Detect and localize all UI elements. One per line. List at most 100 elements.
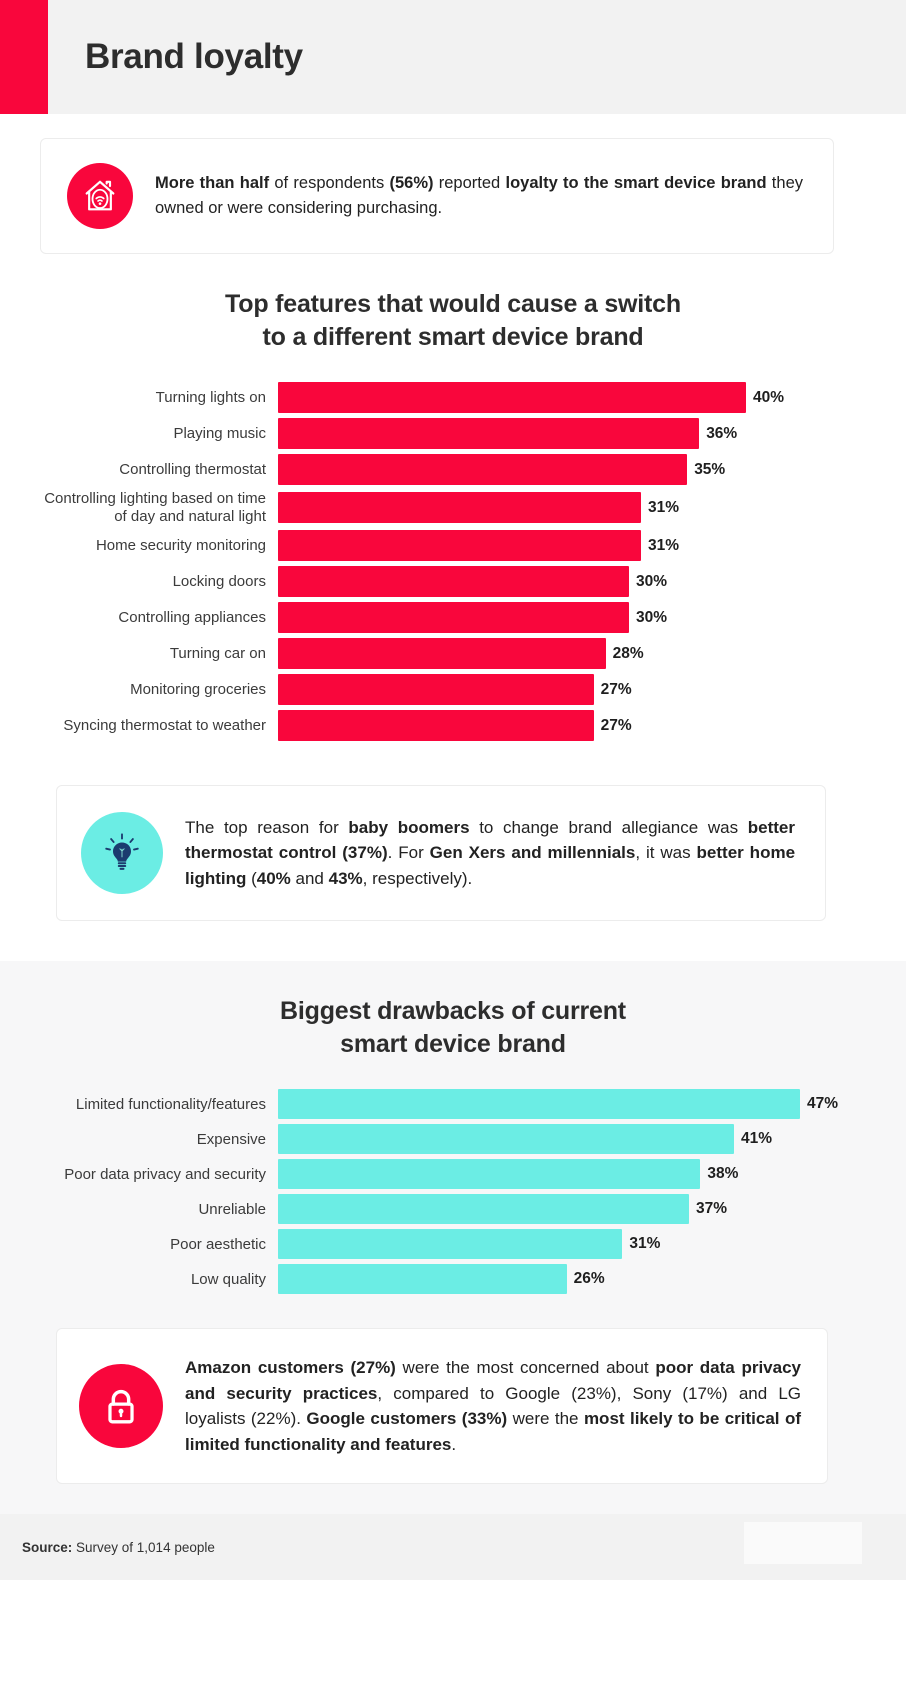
bar-value: 31% xyxy=(629,1235,661,1253)
bar-label: Syncing thermostat to weather xyxy=(63,717,266,735)
padlock-icon xyxy=(79,1364,163,1449)
smart-home-wifi-icon xyxy=(67,163,133,229)
bar-value: 30% xyxy=(636,572,668,590)
bar-fill xyxy=(278,1159,701,1190)
table-row: Turning lights on 40% xyxy=(28,382,878,413)
callout-text-brand-loyalty: More than half of respondents (56%) repo… xyxy=(155,174,803,217)
bar-label: Playing music xyxy=(173,424,266,442)
footer-logo-slot xyxy=(744,1522,862,1565)
bar-track: 30% xyxy=(278,566,878,598)
bar-value: 41% xyxy=(741,1130,773,1148)
bar-fill xyxy=(278,1229,623,1260)
bar-label: Controlling lighting based on time of da… xyxy=(44,490,266,525)
bar-track: 35% xyxy=(278,454,878,485)
table-row: Turning car on 28% xyxy=(28,638,878,670)
callout-text-brand-privacy: Amazon customers (27%) were the most con… xyxy=(185,1358,802,1454)
table-row: Low quality 26% xyxy=(28,1264,878,1295)
bar-track: 37% xyxy=(278,1194,878,1225)
table-row: Monitoring groceries 27% xyxy=(28,674,878,706)
bar-value: 28% xyxy=(612,644,644,662)
chart-title-biggest-drawbacks: Biggest drawbacks of current smart devic… xyxy=(0,995,906,1061)
table-row: Playing music 36% xyxy=(28,418,878,449)
bar-value: 37% xyxy=(696,1200,728,1218)
bar-value: 30% xyxy=(636,608,668,626)
bar-label: Unreliable xyxy=(198,1200,266,1218)
table-row: Poor aesthetic 31% xyxy=(28,1229,878,1260)
drawbacks-section: Biggest drawbacks of current smart devic… xyxy=(0,961,906,1515)
bar-fill xyxy=(278,454,688,485)
source-note: Source: Survey of 1,014 people xyxy=(22,1540,215,1555)
page-footer: Source: Survey of 1,014 people xyxy=(0,1514,906,1581)
bar-value: 47% xyxy=(807,1095,839,1113)
table-row: Limited functionality/features 47% xyxy=(28,1089,878,1120)
bar-label: Poor data privacy and security xyxy=(64,1165,266,1183)
bar-label: Monitoring groceries xyxy=(130,681,266,699)
bar-track: 40% xyxy=(278,382,878,413)
bar-label: Poor aesthetic xyxy=(170,1235,266,1253)
chart-title-line-1: Top features that would cause a switch xyxy=(225,290,681,318)
source-label: Source: xyxy=(22,1539,73,1555)
table-row: Syncing thermostat to weather 27% xyxy=(28,710,878,742)
bar-track: 47% xyxy=(278,1089,878,1120)
bar-track: 26% xyxy=(278,1264,878,1295)
bar-label: Locking doors xyxy=(172,573,266,591)
lightbulb-icon xyxy=(81,812,163,895)
bar-label: Turning lights on xyxy=(155,388,266,406)
bar-value: 26% xyxy=(573,1270,605,1288)
bar-track: 31% xyxy=(278,1229,878,1260)
bar-track: 27% xyxy=(278,710,878,742)
bar-fill xyxy=(278,710,594,742)
bar-fill xyxy=(278,602,629,634)
callout-text-generation-reasons: The top reason for baby boomers to chang… xyxy=(185,817,796,889)
header-accent-bar xyxy=(0,0,48,114)
table-row: Home security monitoring 31% xyxy=(28,530,878,562)
bar-value: 27% xyxy=(600,716,632,734)
bar-track: 28% xyxy=(278,638,878,670)
bar-fill xyxy=(278,418,700,449)
bar-label: Home security monitoring xyxy=(95,537,266,555)
bar-fill xyxy=(278,1124,734,1155)
bar-value: 40% xyxy=(753,388,785,406)
bar-label: Controlling appliances xyxy=(118,609,266,627)
bar-track: 31% xyxy=(278,492,878,524)
chart-title-line-2: to a different smart device brand xyxy=(262,323,644,351)
bar-fill xyxy=(278,1264,567,1295)
table-row: Locking doors 30% xyxy=(28,566,878,598)
table-row: Poor data privacy and security 38% xyxy=(28,1159,878,1190)
bar-fill xyxy=(278,566,629,598)
chart-title-top-features: Top features that would cause a switch t… xyxy=(0,288,906,354)
bars-biggest-drawbacks: Limited functionality/features 47% Expen… xyxy=(0,1089,906,1295)
bars-top-features: Turning lights on 40% Playing music 36% … xyxy=(0,382,906,742)
bar-value: 35% xyxy=(694,460,726,478)
bar-fill xyxy=(278,530,641,562)
bar-track: 36% xyxy=(278,418,878,449)
bar-value: 38% xyxy=(707,1165,739,1183)
bar-fill xyxy=(278,492,641,524)
bar-fill xyxy=(278,382,746,413)
bar-label: Limited functionality/features xyxy=(75,1095,266,1113)
bar-fill xyxy=(278,1089,800,1120)
bar-fill xyxy=(278,1194,689,1225)
bar-track: 31% xyxy=(278,530,878,562)
table-row: Controlling appliances 30% xyxy=(28,602,878,634)
bar-label: Controlling thermostat xyxy=(119,460,266,478)
bar-value: 27% xyxy=(600,680,632,698)
bar-value: 36% xyxy=(706,424,738,442)
bar-track: 38% xyxy=(278,1159,878,1190)
callout-brand-loyalty: More than half of respondents (56%) repo… xyxy=(40,138,834,254)
bar-track: 27% xyxy=(278,674,878,706)
callout-brand-privacy: Amazon customers (27%) were the most con… xyxy=(56,1328,828,1485)
page-header: Brand loyalty xyxy=(0,0,906,114)
table-row: Unreliable 37% xyxy=(28,1194,878,1225)
table-row: Expensive 41% xyxy=(28,1124,878,1155)
bar-fill xyxy=(278,638,606,670)
chart-title-line-1: Biggest drawbacks of current xyxy=(280,997,626,1026)
table-row: Controlling thermostat 35% xyxy=(28,454,878,485)
bar-value: 31% xyxy=(648,498,680,516)
bar-label: Turning car on xyxy=(169,645,266,663)
page-title: Brand loyalty xyxy=(85,37,303,76)
callout-generation-reasons: The top reason for baby boomers to chang… xyxy=(56,785,826,922)
chart-top-features: Top features that would cause a switch t… xyxy=(0,254,906,742)
bar-track: 41% xyxy=(278,1124,878,1155)
